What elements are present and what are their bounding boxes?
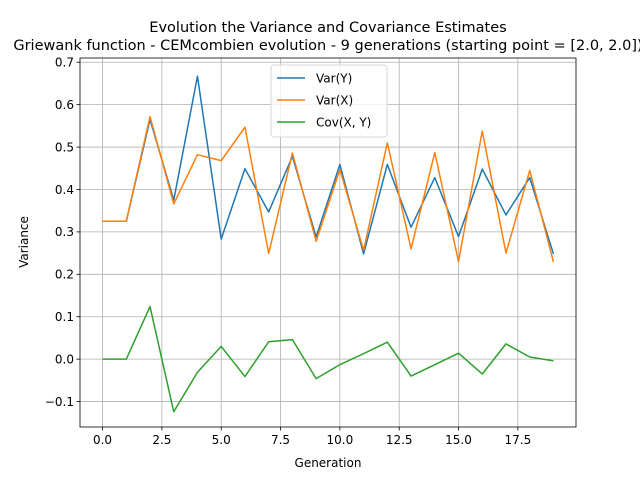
- legend-box: [270, 64, 388, 138]
- x-axis-label: Generation: [295, 456, 362, 470]
- legend: Var(Y) Var(X) Cov(X, Y): [270, 64, 388, 138]
- plot-frame: [79, 57, 577, 428]
- x-tick-label: 12.5: [386, 433, 413, 447]
- y-axis-label: Variance: [17, 216, 31, 268]
- legend-label-0: Var(Y): [316, 71, 352, 85]
- y-tick-label: 0.1: [55, 310, 74, 324]
- x-axis-ticks: 0.0 2.5 5.0 7.5 10.0 12.5 15.0 17.5: [93, 427, 531, 447]
- legend-label-1: Var(X): [316, 93, 353, 107]
- x-tick-label: 10.0: [327, 433, 354, 447]
- legend-label-2: Cov(X, Y): [316, 115, 371, 129]
- chart-title: Evolution the Variance and Covariance Es…: [149, 20, 506, 36]
- x-tick-label: 2.5: [152, 433, 171, 447]
- y-tick-label: 0.7: [55, 56, 74, 70]
- x-tick-label: 15.0: [445, 433, 472, 447]
- series-line-1: [102, 115, 555, 263]
- x-tick-label: 5.0: [212, 433, 231, 447]
- series-line-0: [102, 75, 555, 255]
- y-tick-label: 0.6: [55, 98, 74, 112]
- x-tick-label: 7.5: [271, 433, 290, 447]
- series-line-2: [102, 305, 554, 413]
- y-tick-label: 0.2: [55, 268, 74, 282]
- y-tick-label: 0.5: [55, 140, 74, 154]
- series-lines: [102, 75, 555, 413]
- y-tick-label: −0.1: [45, 395, 74, 409]
- y-axis-ticks: −0.1 0.0 0.1 0.2 0.3 0.4 0.5 0.6 0.7: [45, 56, 80, 409]
- chart-subtitle: Griewank function - CEMcombien evolution…: [13, 38, 640, 54]
- y-tick-label: 0.0: [55, 352, 74, 366]
- x-tick-label: 17.5: [504, 433, 531, 447]
- x-tick-label: 0.0: [93, 433, 112, 447]
- y-tick-label: 0.3: [55, 225, 74, 239]
- y-tick-label: 0.4: [55, 183, 74, 197]
